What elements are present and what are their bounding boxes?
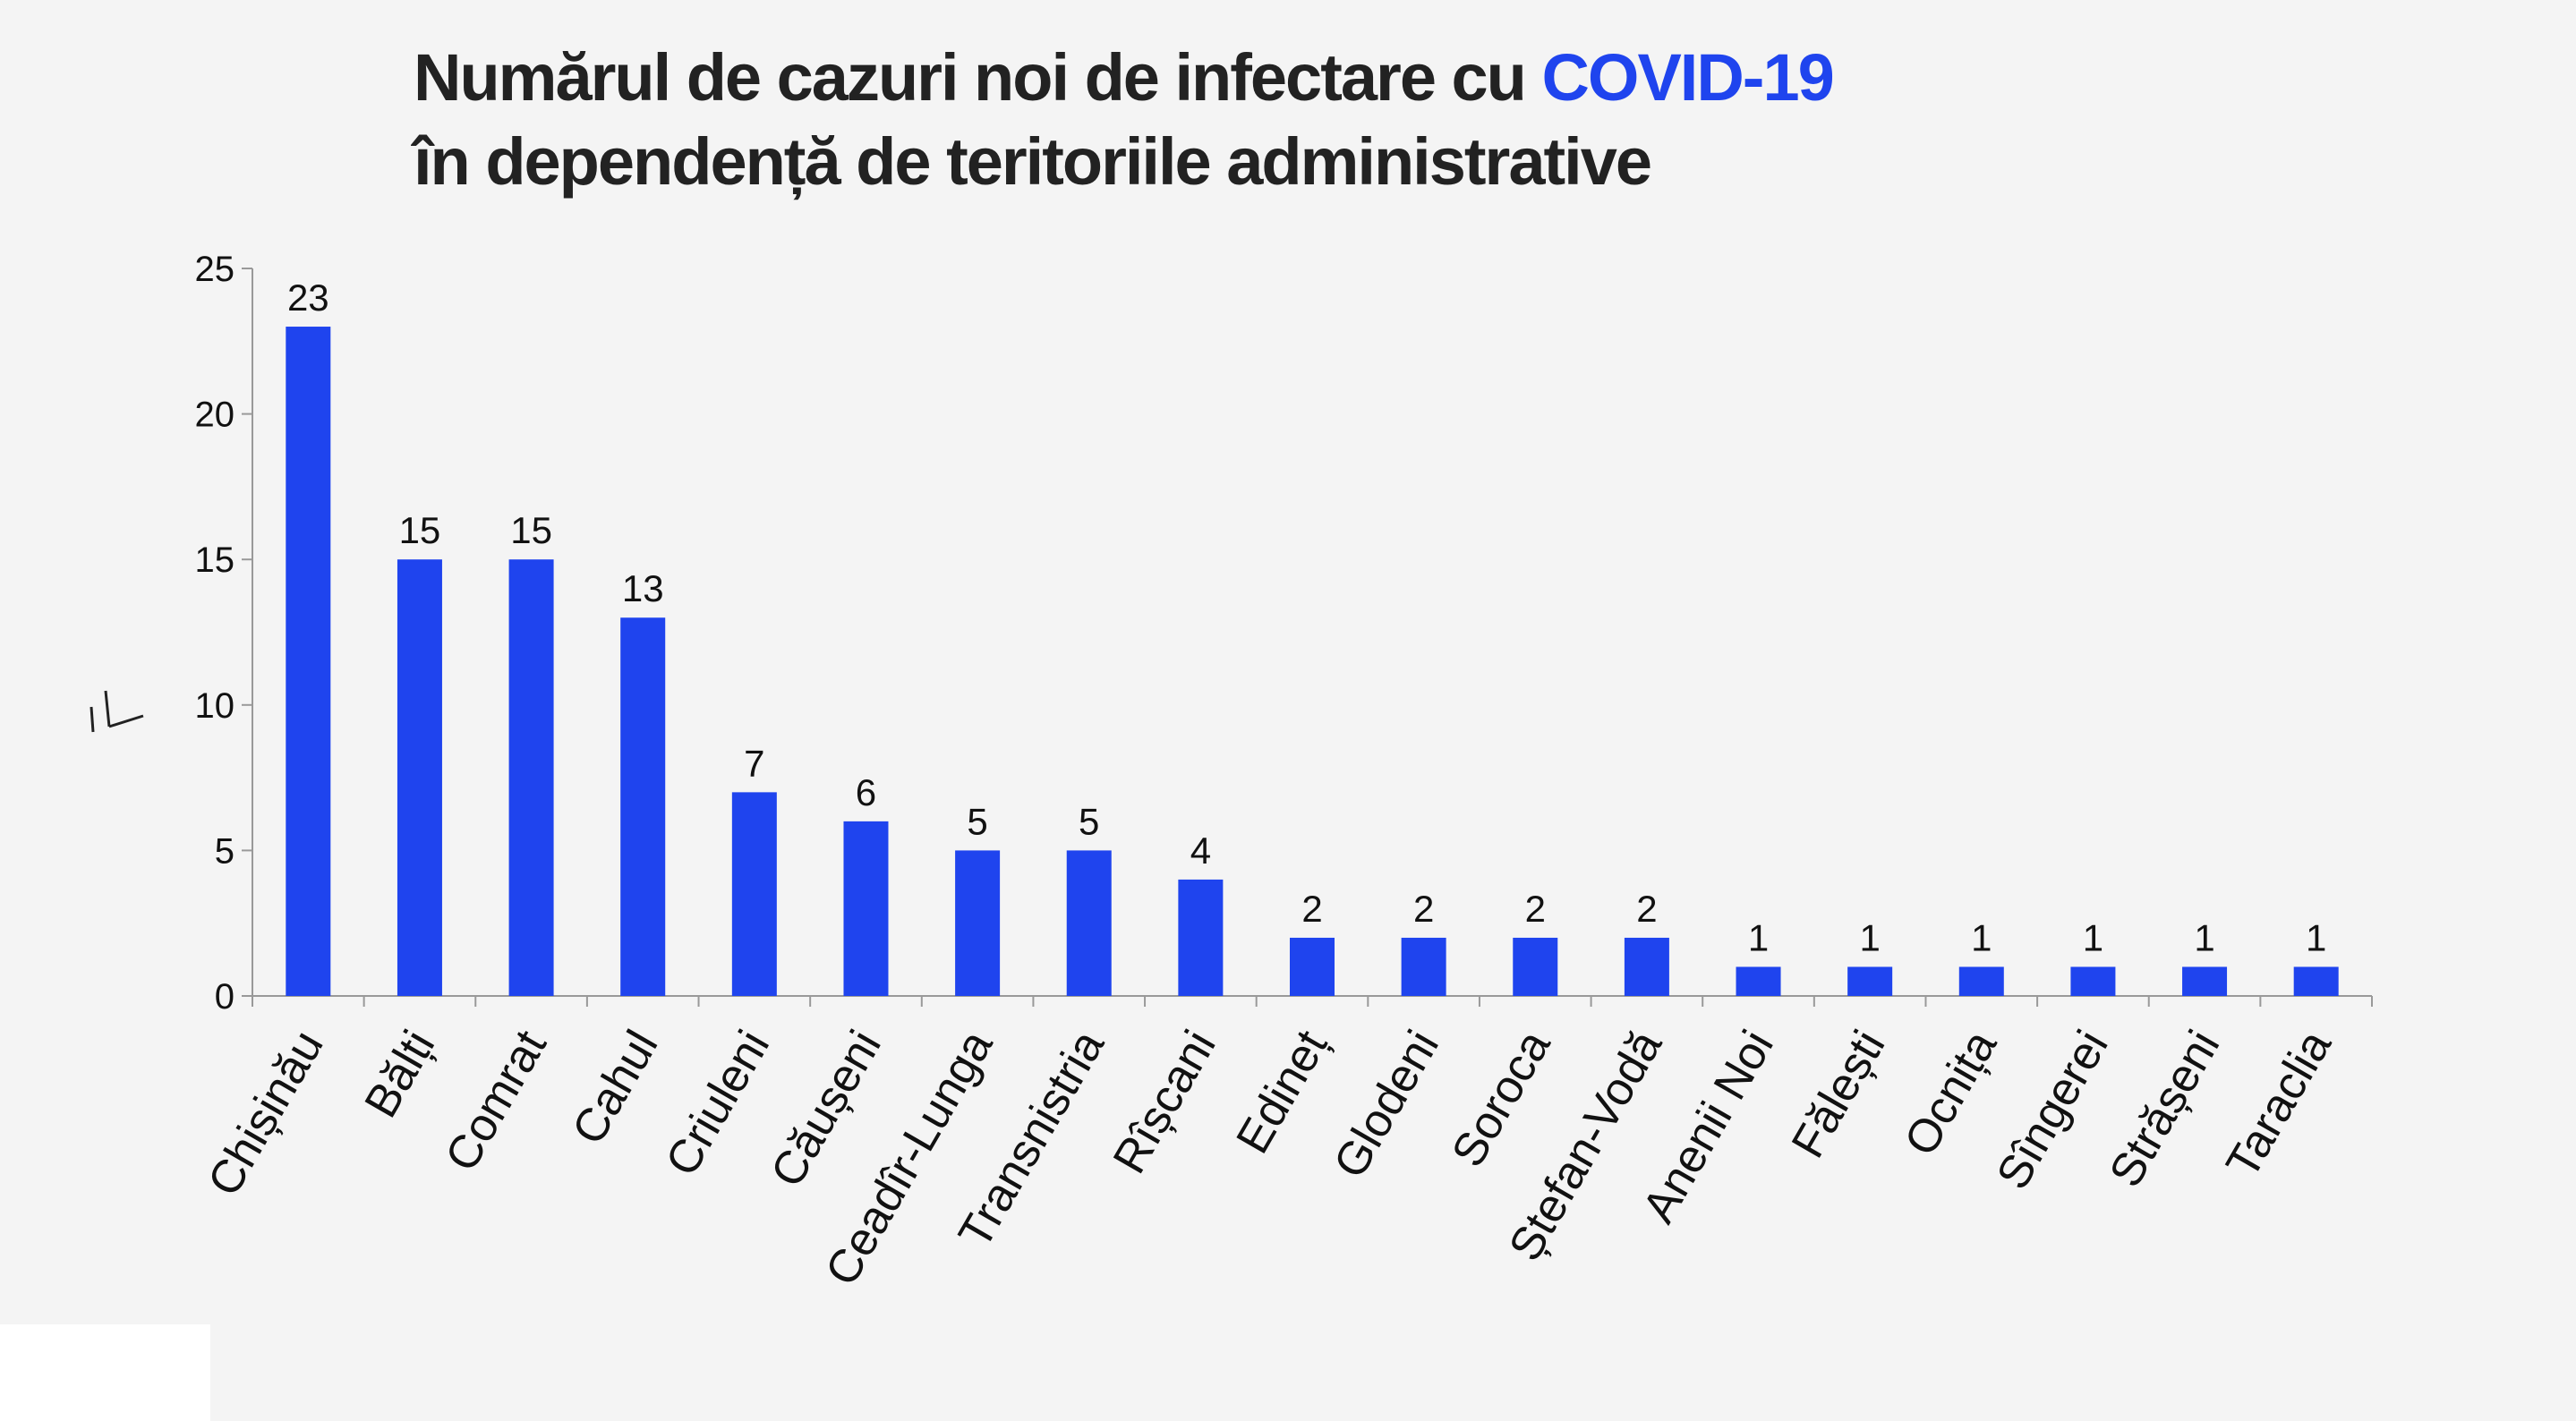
data-label: 7 <box>744 742 764 784</box>
bar <box>1178 879 1224 996</box>
data-label: 2 <box>1413 888 1434 930</box>
bar <box>1290 937 1335 996</box>
y-tick-label: 20 <box>195 396 235 435</box>
bar <box>955 850 1001 996</box>
data-label: 1 <box>1859 916 1880 958</box>
corner-blank-panel <box>0 1324 210 1421</box>
x-tick-label: Cahul <box>562 1022 668 1153</box>
chart-title-prefix: Numărul de cazuri noi de infectare cu <box>414 40 1541 115</box>
y-tick-label: 5 <box>215 831 235 871</box>
bar <box>2293 966 2339 996</box>
bar <box>2182 966 2228 996</box>
x-tick-label: Rîșcani <box>1104 1022 1226 1182</box>
bar <box>620 617 666 996</box>
data-label: 13 <box>622 567 664 609</box>
bar <box>1847 966 1893 996</box>
x-tick-label: Fălești <box>1782 1022 1896 1167</box>
bar <box>1401 937 1446 996</box>
bar <box>1624 937 1669 996</box>
data-label: 1 <box>1748 916 1769 958</box>
data-label: 5 <box>1079 800 1099 842</box>
x-axis <box>252 995 2373 1007</box>
x-tick-label: Ocnița <box>1895 1022 2007 1164</box>
data-label: 15 <box>399 509 441 551</box>
data-labels: 23 15 15 13 7 6 5 5 4 2 2 2 2 1 1 1 1 1 1 <box>287 277 2326 958</box>
bar <box>2070 966 2116 996</box>
ylabel-glyph <box>90 690 144 733</box>
data-label: 23 <box>287 277 329 319</box>
chart-title-highlight: COVID-19 <box>1541 40 1832 115</box>
x-tick-label: Strășeni <box>2100 1022 2231 1196</box>
data-label: 1 <box>2306 916 2326 958</box>
data-label: 1 <box>2083 916 2103 958</box>
bar <box>397 559 442 996</box>
data-label: 1 <box>2194 916 2214 958</box>
bar <box>1066 850 1112 996</box>
bar <box>1736 966 1781 996</box>
data-label: 2 <box>1301 888 1322 930</box>
bar-series <box>286 327 2339 996</box>
chart-title-line2: în dependență de teritoriile administrat… <box>411 124 1651 200</box>
bar <box>731 792 777 996</box>
chart-title-line1: Numărul de cazuri noi de infectare cu CO… <box>414 40 1833 115</box>
bar <box>286 327 331 996</box>
data-label: 2 <box>1525 888 1546 930</box>
bar <box>1958 966 2004 996</box>
x-tick-label: Glodeni <box>1324 1022 1449 1187</box>
data-label: 5 <box>967 800 987 842</box>
x-tick-label: Criuleni <box>656 1022 780 1185</box>
y-tick-label: 25 <box>195 250 235 289</box>
x-tick-label: Bălți <box>355 1022 446 1127</box>
x-tick-label: Comrat <box>435 1022 557 1180</box>
bar <box>1513 937 1558 996</box>
y-axis: 0 5 10 15 20 25 <box>195 250 253 1017</box>
bar <box>843 821 889 996</box>
y-tick-label: 10 <box>195 686 235 726</box>
x-tick-label: Chișinău <box>198 1022 333 1204</box>
data-label: 15 <box>510 509 552 551</box>
x-tick-label: Edineț <box>1226 1022 1337 1162</box>
data-label: 4 <box>1190 830 1211 872</box>
y-tick-label: 0 <box>215 977 235 1017</box>
data-label: 2 <box>1636 888 1657 930</box>
data-label: 6 <box>856 771 876 813</box>
y-tick-label: 15 <box>195 540 235 580</box>
data-label: 1 <box>1971 916 1992 958</box>
x-tick-label: Soroca <box>1442 1022 1561 1176</box>
bar <box>508 559 554 996</box>
x-tick-label: Taraclia <box>2216 1022 2341 1187</box>
